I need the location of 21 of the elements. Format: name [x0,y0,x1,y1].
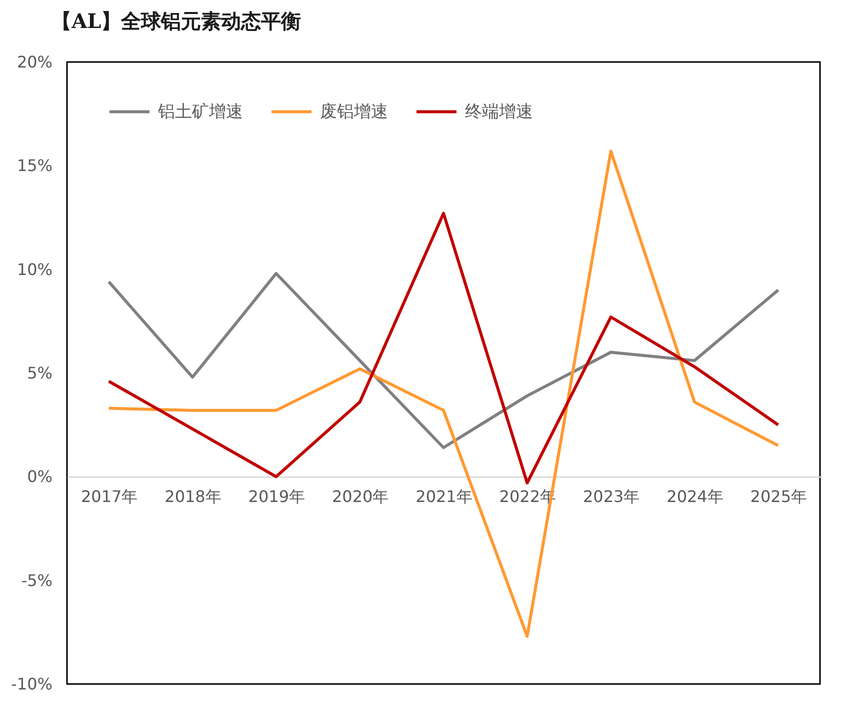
chart-title: 【AL】全球铝元素动态平衡 [52,9,302,33]
x-tick-label: 2020年 [332,487,389,506]
x-tick-label: 2023年 [582,487,640,506]
x-tick-label: 2019年 [248,487,306,506]
legend-label: 铝土矿增速 [157,102,243,122]
line-series [107,272,780,450]
x-tick-label: 2024年 [666,487,724,506]
y-tick-label: 5% [27,364,52,382]
legend-label: 终端增速 [465,102,533,122]
y-tick-label: 0% [27,467,52,486]
x-tick-label: 2025年 [750,487,808,506]
y-tick-label: -5% [21,570,52,590]
line-series [107,212,780,484]
legend-label: 废铝增速 [320,102,388,122]
x-tick-label: 2017年 [80,487,138,506]
y-tick-label: -10% [11,674,52,694]
y-tick-label: 10% [16,260,52,279]
x-tick-label: 2021年 [416,487,472,506]
y-tick-label: 20% [16,52,52,72]
x-tick-label: 2018年 [164,487,222,506]
y-tick-label: 15% [16,156,52,176]
